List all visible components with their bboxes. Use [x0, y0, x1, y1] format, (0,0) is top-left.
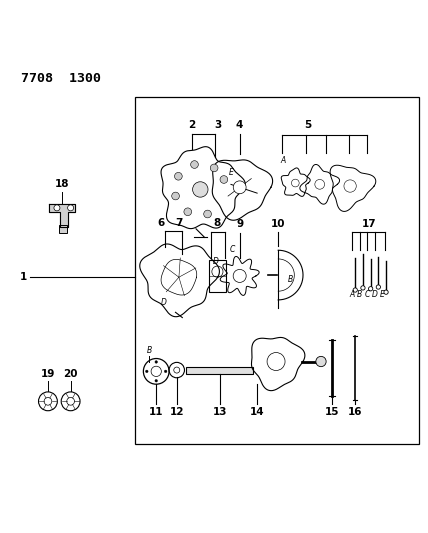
Circle shape	[369, 287, 373, 291]
Text: 1: 1	[20, 272, 27, 282]
Circle shape	[384, 290, 388, 294]
Bar	[209, 260, 226, 292]
Text: D: D	[161, 298, 167, 308]
Circle shape	[233, 181, 246, 193]
Circle shape	[210, 164, 218, 172]
Text: B: B	[146, 346, 152, 355]
Bar	[186, 367, 253, 374]
Text: 3: 3	[215, 120, 222, 131]
Text: 10: 10	[271, 219, 285, 229]
Circle shape	[172, 192, 179, 200]
Circle shape	[54, 205, 60, 211]
Text: C: C	[365, 290, 370, 299]
Circle shape	[193, 182, 208, 197]
Circle shape	[164, 370, 167, 373]
Text: A: A	[281, 156, 286, 165]
Circle shape	[184, 208, 192, 216]
Text: A: A	[349, 290, 354, 299]
Bar	[59, 225, 67, 233]
Text: E: E	[229, 168, 234, 177]
Text: 11: 11	[149, 407, 163, 417]
Text: E: E	[380, 290, 385, 299]
Text: 7: 7	[175, 217, 183, 228]
Text: 19: 19	[41, 369, 55, 379]
Circle shape	[175, 172, 182, 180]
Circle shape	[155, 361, 158, 363]
Text: 2: 2	[188, 120, 195, 131]
Text: 9: 9	[236, 219, 243, 229]
Text: 7708  1300: 7708 1300	[21, 72, 101, 85]
Text: 16: 16	[348, 407, 363, 417]
Bar	[135, 98, 419, 444]
Text: B: B	[288, 275, 293, 284]
Polygon shape	[49, 204, 75, 227]
Circle shape	[155, 379, 158, 382]
Text: 20: 20	[63, 369, 78, 379]
Text: D: D	[213, 257, 219, 266]
Text: D: D	[372, 290, 378, 299]
Text: B: B	[357, 290, 362, 299]
Circle shape	[353, 288, 357, 292]
Text: 18: 18	[55, 180, 69, 189]
Circle shape	[220, 176, 228, 183]
Circle shape	[361, 286, 365, 290]
Circle shape	[376, 285, 380, 289]
Text: 17: 17	[362, 219, 376, 229]
Text: 6: 6	[157, 217, 164, 228]
Circle shape	[316, 357, 326, 367]
Text: 13: 13	[213, 407, 228, 417]
Text: 15: 15	[324, 407, 339, 417]
Text: 5: 5	[305, 120, 312, 131]
Text: C: C	[229, 245, 235, 254]
Circle shape	[190, 160, 198, 168]
Text: 14: 14	[250, 407, 264, 417]
Text: 8: 8	[214, 219, 221, 229]
Text: 4: 4	[236, 120, 244, 131]
Circle shape	[204, 210, 211, 218]
Circle shape	[68, 205, 74, 211]
Circle shape	[146, 370, 148, 373]
Text: 12: 12	[169, 407, 184, 417]
